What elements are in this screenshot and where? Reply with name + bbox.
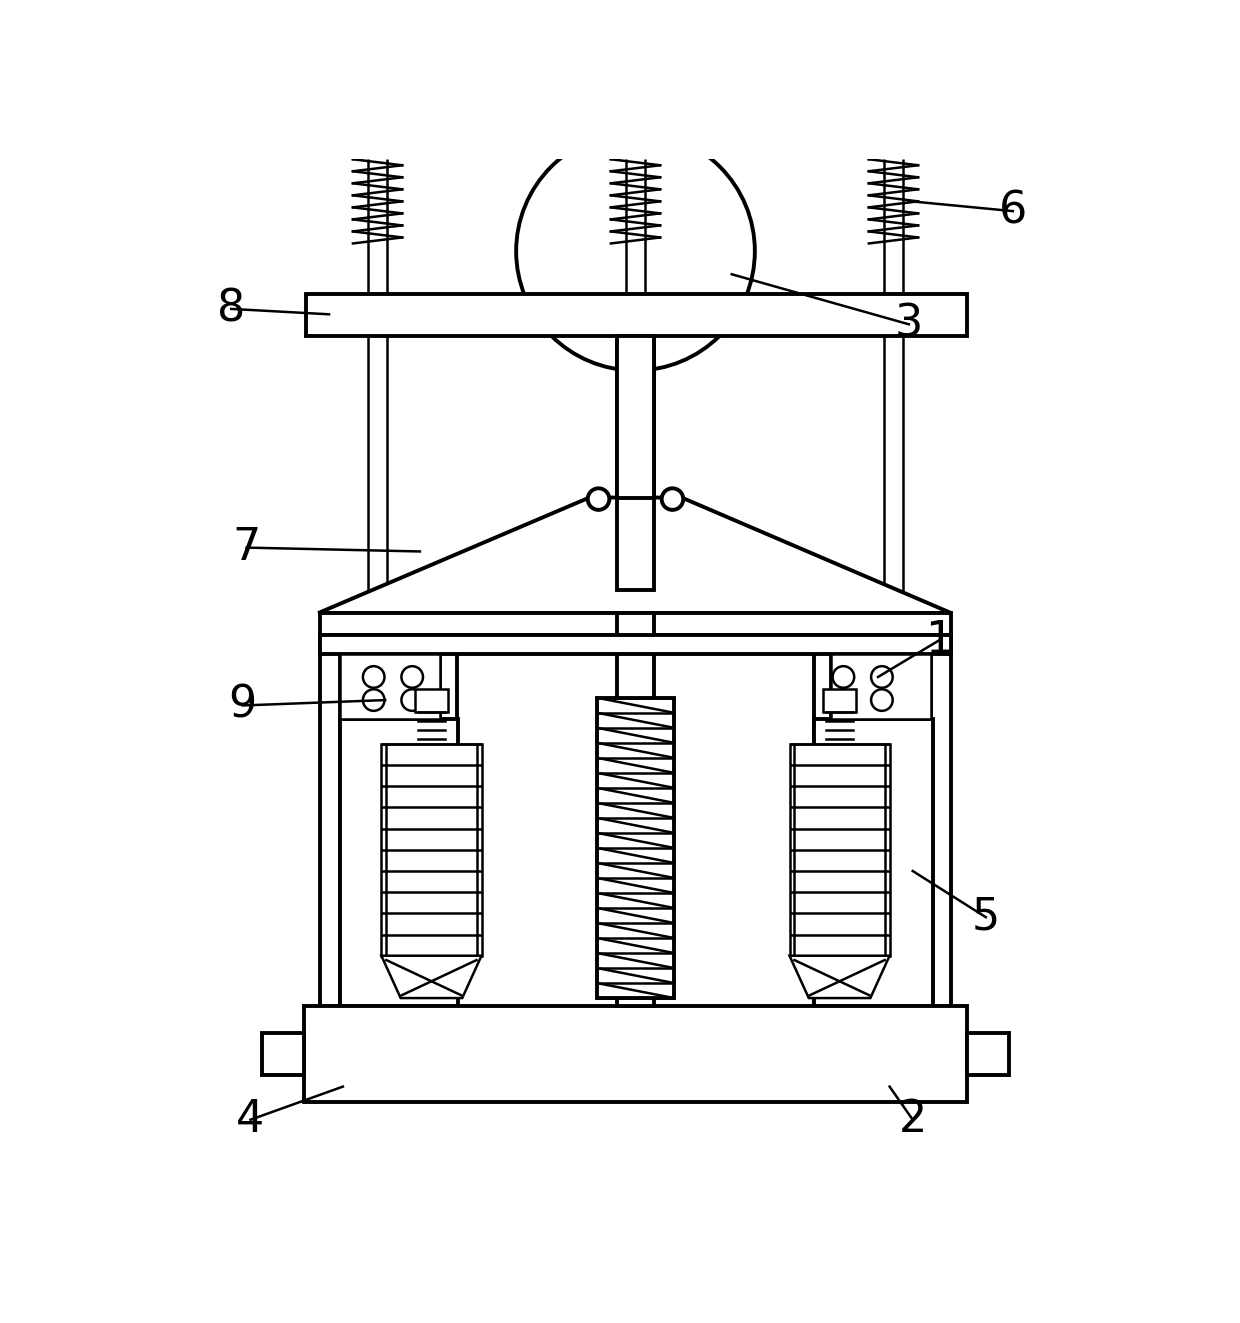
Bar (822, 688, 857, 712)
Circle shape (832, 689, 854, 710)
Circle shape (872, 667, 893, 688)
Bar (414, 688, 449, 712)
Bar (596, 697, 675, 998)
Circle shape (363, 667, 384, 688)
Circle shape (588, 488, 609, 509)
Bar (347, 97, 408, 147)
Bar (320, 635, 951, 654)
Text: 1: 1 (925, 619, 954, 662)
Bar (340, 654, 440, 720)
Polygon shape (319, 497, 951, 613)
Bar (790, 744, 889, 955)
Text: 3: 3 (895, 303, 923, 345)
Circle shape (832, 667, 854, 688)
Text: 2: 2 (899, 1098, 926, 1142)
Bar (304, 1005, 967, 1102)
Bar (618, 336, 653, 497)
Text: 4: 4 (237, 1098, 264, 1142)
Bar (440, 635, 456, 1005)
Circle shape (872, 689, 893, 710)
Text: 7: 7 (233, 527, 260, 569)
Bar (618, 336, 653, 590)
Text: 5: 5 (972, 896, 999, 939)
Bar (863, 97, 924, 147)
Bar (320, 635, 340, 1005)
Circle shape (363, 689, 384, 710)
Bar (605, 97, 666, 147)
Bar (931, 635, 951, 1005)
Bar (815, 720, 932, 1005)
Text: 9: 9 (228, 684, 257, 726)
Bar (967, 1033, 1009, 1076)
Text: 6: 6 (998, 189, 1027, 233)
Bar (815, 635, 831, 1005)
Bar (831, 654, 931, 720)
Circle shape (662, 488, 683, 509)
Circle shape (516, 132, 755, 370)
Polygon shape (382, 955, 481, 998)
Circle shape (402, 667, 423, 688)
Bar (618, 613, 653, 1005)
Bar (320, 613, 951, 635)
Circle shape (402, 689, 423, 710)
Text: 8: 8 (217, 287, 246, 331)
Bar (262, 1033, 304, 1076)
Bar (306, 294, 967, 336)
Bar (340, 720, 459, 1005)
Polygon shape (790, 955, 889, 998)
Bar (382, 744, 481, 955)
